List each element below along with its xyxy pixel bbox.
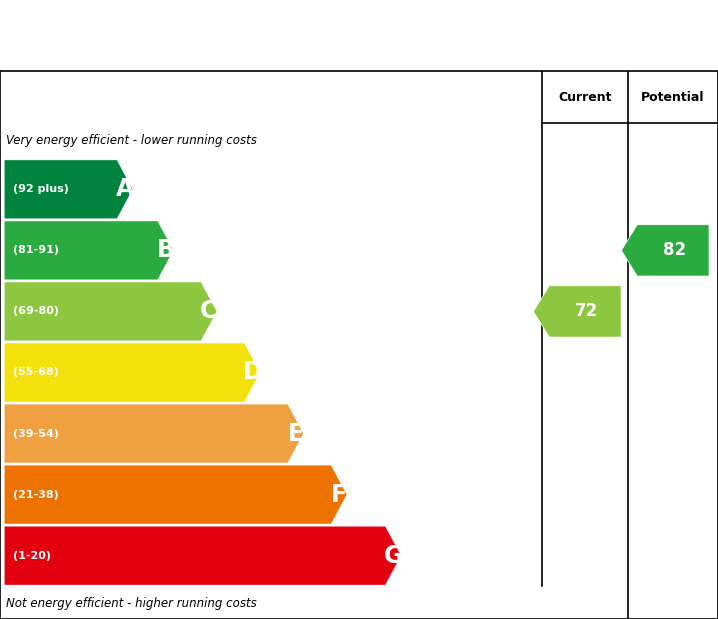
Text: (21-38): (21-38) <box>13 490 59 500</box>
Text: (55-68): (55-68) <box>13 368 59 378</box>
Text: F: F <box>331 483 347 506</box>
Text: Current: Current <box>559 91 612 104</box>
Text: (69-80): (69-80) <box>13 306 59 316</box>
Text: Potential: Potential <box>641 91 705 104</box>
Text: (92 plus): (92 plus) <box>13 184 69 194</box>
Polygon shape <box>4 221 174 280</box>
Polygon shape <box>4 465 347 524</box>
Text: Not energy efficient - higher running costs: Not energy efficient - higher running co… <box>6 597 256 610</box>
Polygon shape <box>4 343 260 402</box>
Polygon shape <box>4 282 217 341</box>
Text: Energy Efficiency Rating: Energy Efficiency Rating <box>18 25 419 53</box>
Text: 72: 72 <box>575 303 598 321</box>
Text: (1-20): (1-20) <box>13 551 51 561</box>
Text: C: C <box>200 300 218 324</box>
Polygon shape <box>4 526 401 585</box>
Text: B: B <box>157 238 174 262</box>
Text: A: A <box>116 178 134 201</box>
Text: G: G <box>383 543 403 568</box>
Text: (39-54): (39-54) <box>13 428 59 438</box>
Text: (81-91): (81-91) <box>13 245 59 256</box>
Text: 82: 82 <box>663 241 686 259</box>
Polygon shape <box>4 160 133 219</box>
Polygon shape <box>533 286 621 337</box>
Text: D: D <box>243 360 262 384</box>
Text: Very energy efficient - lower running costs: Very energy efficient - lower running co… <box>6 134 256 147</box>
Polygon shape <box>621 225 709 276</box>
Text: E: E <box>288 422 304 446</box>
Polygon shape <box>4 404 304 463</box>
